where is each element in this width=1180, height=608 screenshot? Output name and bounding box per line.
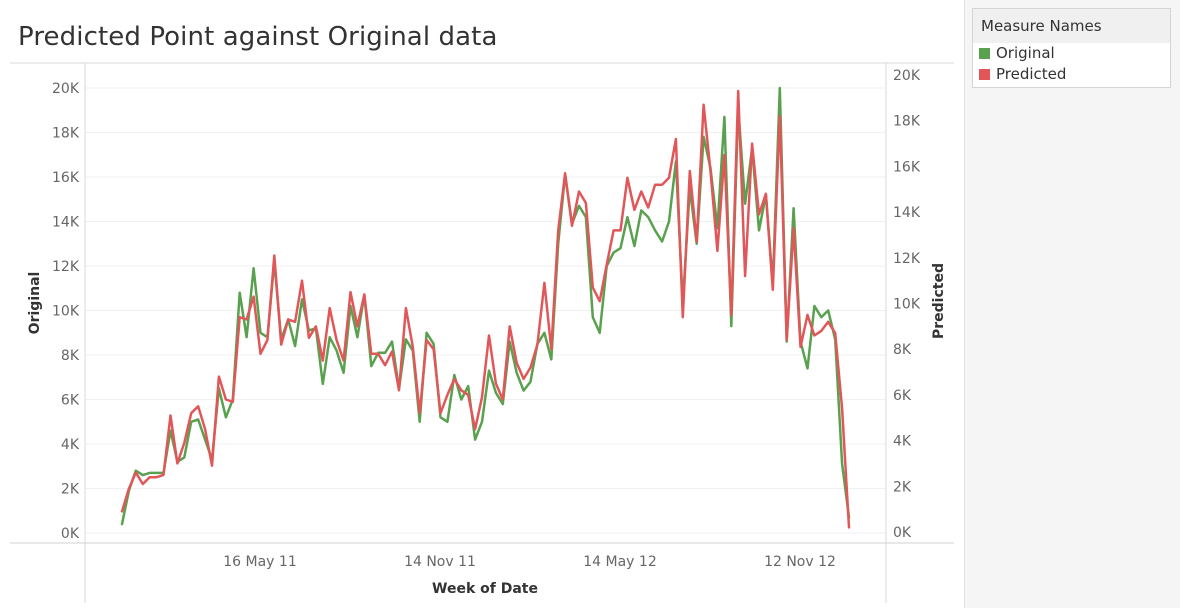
x-tick-label: 16 May 11	[223, 554, 296, 570]
line-chart: 0K 2K 4K 6K 8K 10K 12K 14K 16K 18K 20K 0K 2K 4K 6K 8K 1…	[10, 62, 954, 603]
y-right-tick-label: 4K	[893, 434, 912, 450]
y-right-axis-title: Predicted	[931, 263, 947, 339]
y-left-axis-title: Original	[27, 272, 43, 335]
y-left-tick-label: 0K	[61, 526, 80, 542]
legend-item-predicted[interactable]: Predicted	[973, 64, 1170, 85]
gridlines	[85, 87, 886, 534]
side-panel	[964, 0, 1180, 608]
chart-area	[0, 0, 964, 608]
y-right-tick-label: 16K	[893, 159, 921, 175]
legend-swatch-predicted	[979, 69, 990, 80]
y-right-tick-label: 6K	[893, 388, 912, 404]
y-right-tick-label: 10K	[893, 297, 921, 313]
legend-title: Measure Names	[973, 9, 1170, 43]
y-left-axis: 0K 2K 4K 6K 8K 10K 12K 14K 16K 18K 20K	[52, 81, 80, 542]
y-left-tick-label: 2K	[61, 482, 80, 498]
y-right-tick-label: 8K	[893, 342, 912, 358]
y-left-tick-label: 14K	[52, 215, 80, 231]
y-left-tick-label: 12K	[52, 259, 80, 275]
y-right-tick-label: 2K	[893, 479, 912, 495]
y-left-tick-label: 8K	[61, 348, 80, 364]
y-right-axis: 0K 2K 4K 6K 8K 10K 12K 14K 16K 18K 20K	[893, 68, 921, 541]
legend-swatch-original	[979, 48, 990, 59]
y-right-tick-label: 14K	[893, 205, 921, 221]
x-tick-label: 12 Nov 12	[764, 554, 836, 570]
y-right-tick-label: 20K	[893, 68, 921, 84]
y-right-tick-label: 0K	[893, 525, 912, 541]
y-left-tick-label: 4K	[61, 437, 80, 453]
y-left-tick-label: 6K	[61, 393, 80, 409]
x-axis-title: Week of Date	[432, 581, 538, 597]
series-lines	[120, 86, 851, 529]
chart-title: Predicted Point against Original data	[18, 22, 498, 52]
y-left-tick-label: 10K	[52, 304, 80, 320]
legend-item-original[interactable]: Original	[973, 43, 1170, 64]
x-tick-label: 14 May 12	[583, 554, 656, 570]
y-left-tick-label: 18K	[52, 126, 80, 142]
y-left-tick-label: 20K	[52, 81, 80, 97]
plot-frame	[10, 62, 954, 603]
legend-label-predicted: Predicted	[996, 65, 1067, 83]
series-line-predicted[interactable]	[120, 89, 851, 529]
legend-label-original: Original	[996, 44, 1055, 62]
x-tick-label: 14 Nov 11	[404, 554, 476, 570]
x-axis: 16 May 11 14 Nov 11 14 May 12 12 Nov 12	[223, 554, 836, 570]
y-left-tick-label: 16K	[52, 170, 80, 186]
legend: Measure Names Original Predicted	[972, 8, 1171, 88]
y-right-tick-label: 18K	[893, 114, 921, 130]
y-right-tick-label: 12K	[893, 251, 921, 267]
